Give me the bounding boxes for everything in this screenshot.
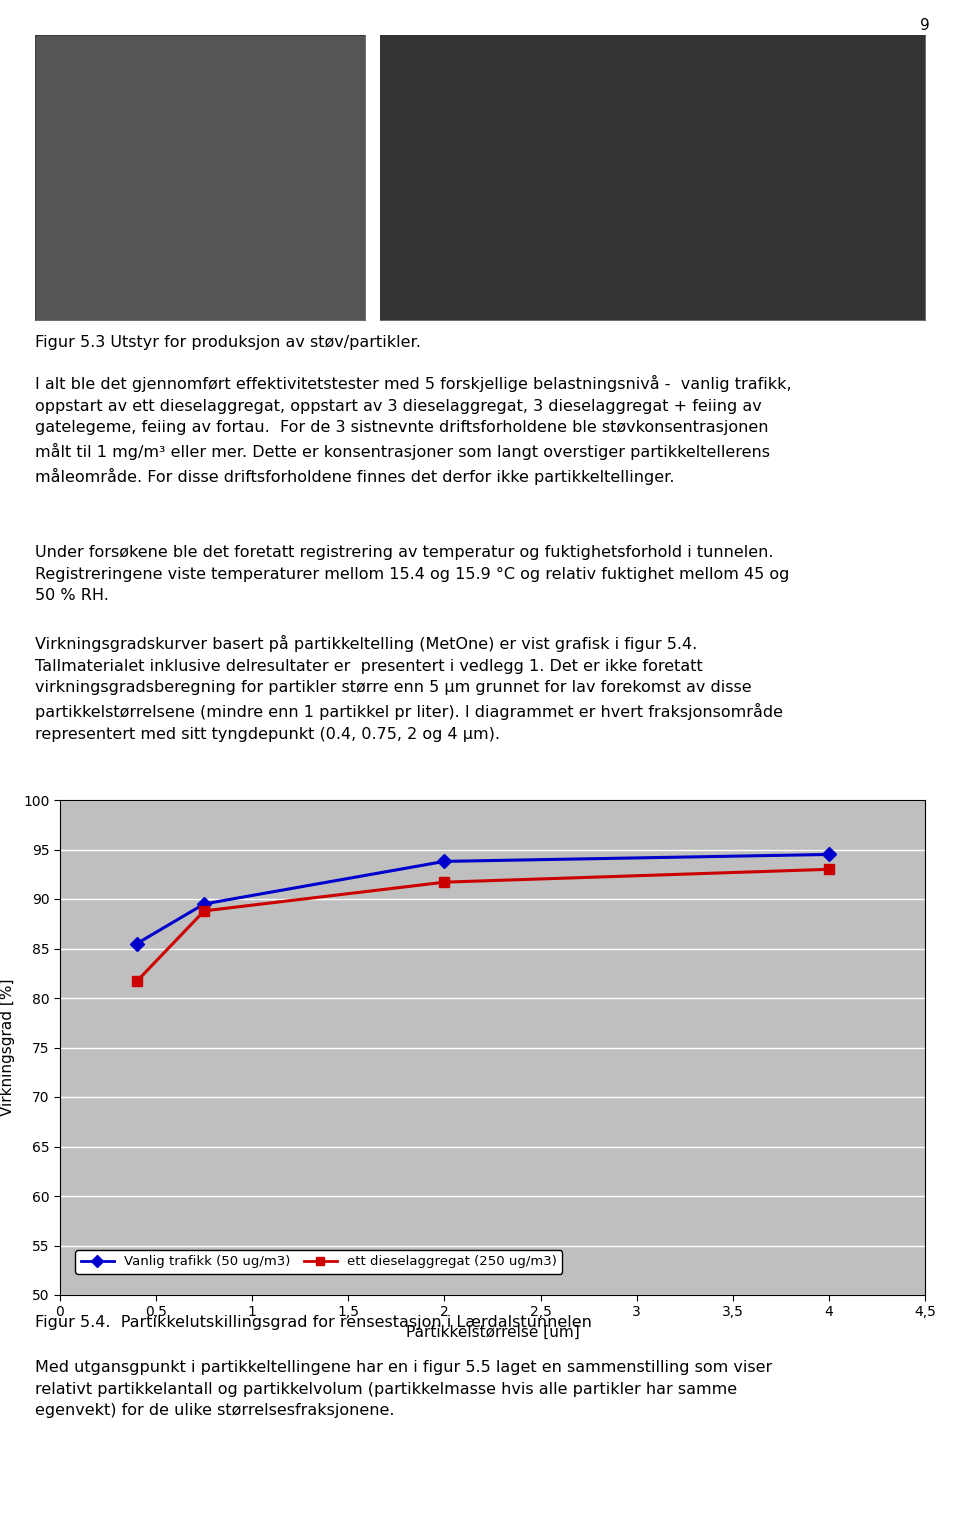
Text: Under forsøkene ble det foretatt registrering av temperatur og fuktighetsforhold: Under forsøkene ble det foretatt registr… xyxy=(35,545,789,603)
Text: I alt ble det gjennomført effektivitetstester med 5 forskjellige belastningsnivå: I alt ble det gjennomført effektivitetst… xyxy=(35,376,792,484)
Legend: Vanlig trafikk (50 ug/m3), ett dieselaggregat (250 ug/m3): Vanlig trafikk (50 ug/m3), ett dieselagg… xyxy=(75,1251,563,1274)
Text: 9: 9 xyxy=(921,18,930,34)
Text: Figur 5.4.  Partikkelutskillingsgrad for rensestasjon i Lærdalstunnelen: Figur 5.4. Partikkelutskillingsgrad for … xyxy=(35,1315,592,1330)
Text: Virkningsgradskurver basert på partikkeltelling (MetOne) er vist grafisk i figur: Virkningsgradskurver basert på partikkel… xyxy=(35,635,783,742)
Y-axis label: Virkningsgrad [%]: Virkningsgrad [%] xyxy=(0,979,14,1116)
Text: Med utgansgpunkt i partikkeltellingene har en i figur 5.5 laget en sammenstillin: Med utgansgpunkt i partikkeltellingene h… xyxy=(35,1361,772,1419)
X-axis label: Partikkelstørrelse [um]: Partikkelstørrelse [um] xyxy=(406,1325,580,1341)
Text: Figur 5.3 Utstyr for produksjon av støv/partikler.: Figur 5.3 Utstyr for produksjon av støv/… xyxy=(35,334,420,350)
